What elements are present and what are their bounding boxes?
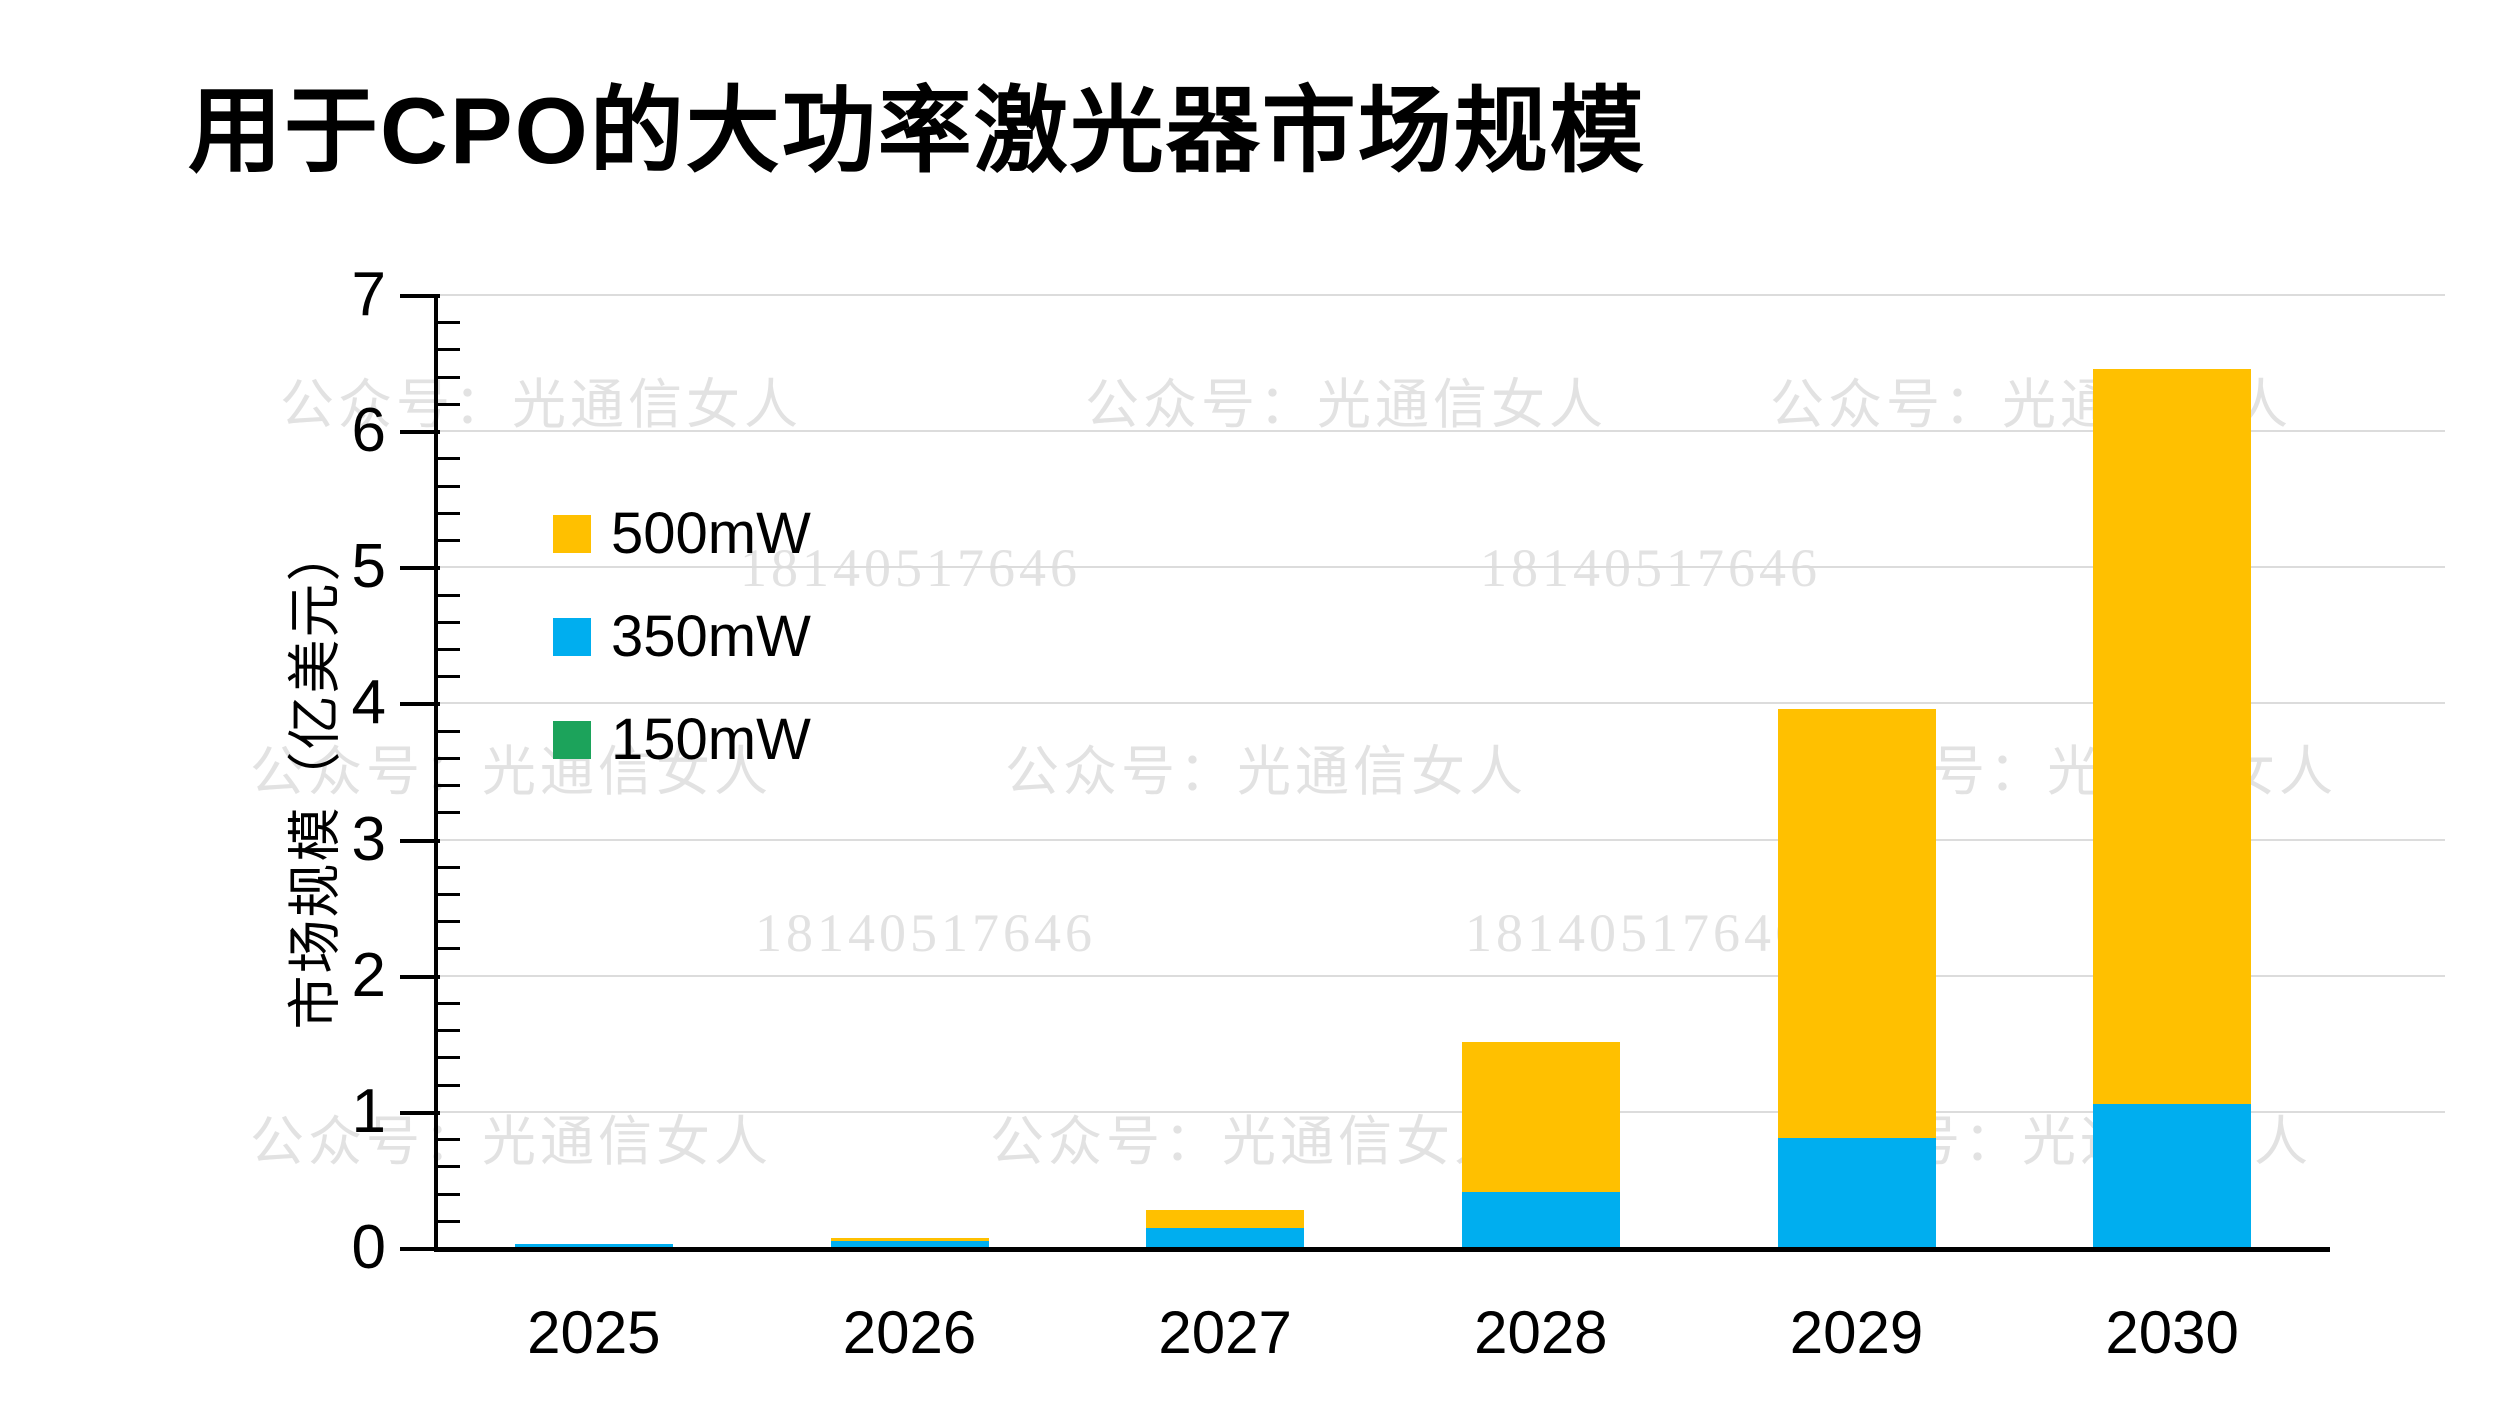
y-major-tick bbox=[400, 838, 440, 843]
y-minor-tick bbox=[436, 920, 460, 924]
bar-segment-500mW-2027 bbox=[1146, 1209, 1305, 1228]
legend-item-500mW: 500mW bbox=[553, 505, 811, 563]
x-tick-label: 2025 bbox=[527, 1299, 661, 1366]
bar-segment-350mW-2028 bbox=[1461, 1192, 1620, 1247]
x-tick-label: 2028 bbox=[1474, 1299, 1608, 1366]
y-major-tick bbox=[400, 1110, 440, 1115]
watermark-text: 18140517646 bbox=[755, 903, 1096, 963]
bar-segment-350mW-2026 bbox=[830, 1241, 989, 1247]
legend-item-350mW: 350mW bbox=[553, 608, 811, 666]
gridline bbox=[436, 294, 2445, 297]
legend-swatch-150mW bbox=[553, 721, 591, 759]
y-minor-tick bbox=[436, 620, 460, 624]
y-major-tick bbox=[400, 1247, 440, 1251]
legend-label: 350mW bbox=[611, 604, 811, 669]
legend-swatch-500mW bbox=[553, 515, 591, 553]
x-axis-line bbox=[434, 1247, 2330, 1252]
y-minor-tick bbox=[436, 647, 460, 651]
legend-item-150mW: 150mW bbox=[553, 711, 811, 769]
bar-segment-350mW-2027 bbox=[1146, 1227, 1305, 1247]
y-minor-tick bbox=[436, 484, 460, 488]
y-major-tick bbox=[400, 566, 440, 571]
y-tick-label: 4 bbox=[351, 668, 386, 738]
watermark-text: 公众号：光通信女人 bbox=[1085, 375, 1607, 435]
bar-segment-500mW-2029 bbox=[1777, 708, 1936, 1138]
x-tick-label: 2027 bbox=[1158, 1299, 1292, 1366]
y-tick-label: 0 bbox=[351, 1213, 386, 1282]
x-tick-label: 2030 bbox=[2105, 1299, 2239, 1366]
y-minor-tick bbox=[436, 865, 460, 869]
legend-swatch-350mW bbox=[553, 618, 591, 656]
y-minor-tick bbox=[436, 811, 460, 815]
watermark-text: 公众号：光通信女人 bbox=[250, 1112, 772, 1172]
y-minor-tick bbox=[436, 593, 460, 597]
y-axis-line bbox=[434, 295, 438, 1251]
bar-segment-350mW-2025 bbox=[514, 1243, 673, 1248]
y-minor-tick bbox=[436, 893, 460, 897]
x-tick-label: 2026 bbox=[842, 1299, 977, 1366]
gridline bbox=[436, 974, 2445, 977]
y-minor-tick bbox=[436, 348, 460, 352]
bar-segment-500mW-2030 bbox=[2093, 368, 2252, 1104]
y-tick-label: 6 bbox=[351, 396, 386, 466]
y-minor-tick bbox=[436, 321, 460, 325]
y-minor-tick bbox=[436, 784, 460, 788]
y-tick-label: 2 bbox=[351, 940, 386, 1010]
y-major-tick bbox=[400, 974, 440, 979]
y-tick-label: 1 bbox=[351, 1076, 386, 1146]
x-tick-label: 2029 bbox=[1789, 1299, 1924, 1366]
y-tick-label: 5 bbox=[351, 532, 386, 602]
gridline bbox=[436, 838, 2445, 841]
watermark-text: 公众号：光通信女人 bbox=[1005, 742, 1527, 802]
y-minor-tick bbox=[436, 1138, 460, 1142]
y-minor-tick bbox=[436, 947, 460, 951]
y-minor-tick bbox=[436, 675, 460, 679]
y-minor-tick bbox=[436, 1001, 460, 1005]
y-minor-tick bbox=[436, 511, 460, 515]
y-major-tick bbox=[400, 702, 440, 707]
y-minor-tick bbox=[436, 1029, 460, 1033]
bar-segment-500mW-2026 bbox=[830, 1238, 989, 1242]
y-minor-tick bbox=[436, 756, 460, 760]
y-major-tick bbox=[400, 430, 440, 435]
watermark-text: 公众号：光通信女人 bbox=[280, 375, 802, 435]
y-major-tick bbox=[400, 294, 440, 299]
y-minor-tick bbox=[436, 402, 460, 406]
gridline bbox=[436, 1110, 2445, 1113]
bar-segment-350mW-2029 bbox=[1777, 1137, 1936, 1247]
watermark-text: 18140517646 bbox=[1465, 903, 1806, 963]
y-minor-tick bbox=[436, 375, 460, 379]
y-minor-tick bbox=[436, 457, 460, 461]
y-tick-label: 3 bbox=[351, 804, 386, 874]
y-tick-label: 7 bbox=[351, 260, 386, 330]
y-axis-title: 市场规模（亿美元） bbox=[285, 525, 346, 1030]
legend-label: 500mW bbox=[611, 501, 811, 566]
bar-segment-350mW-2030 bbox=[2093, 1103, 2252, 1247]
y-minor-tick bbox=[436, 1083, 460, 1087]
watermark-text: 公众号：光通信女人 bbox=[250, 742, 772, 802]
y-minor-tick bbox=[436, 1056, 460, 1060]
y-minor-tick bbox=[436, 1165, 460, 1169]
y-minor-tick bbox=[436, 729, 460, 733]
chart-title: 用于CPO的大功率激光器市场规模 bbox=[188, 78, 1646, 183]
gridline bbox=[436, 566, 2445, 569]
y-minor-tick bbox=[436, 539, 460, 543]
y-minor-tick bbox=[436, 1219, 460, 1223]
gridline bbox=[436, 430, 2445, 433]
legend-label: 150mW bbox=[611, 707, 811, 772]
y-minor-tick bbox=[436, 1192, 460, 1196]
gridline bbox=[436, 702, 2445, 705]
bar-segment-500mW-2028 bbox=[1461, 1042, 1620, 1193]
watermark-text: 公众号：光通信女人 bbox=[990, 1112, 1512, 1172]
